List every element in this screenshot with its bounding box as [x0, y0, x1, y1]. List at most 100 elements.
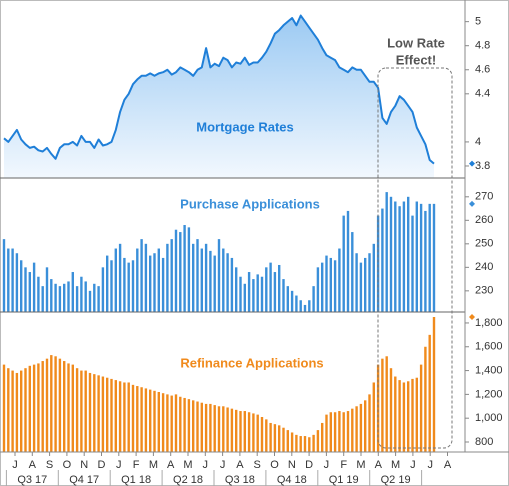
month-label: F	[133, 459, 140, 471]
bar	[93, 283, 96, 312]
month-label: N	[288, 459, 296, 471]
quarter-label: Q2 18	[173, 474, 203, 486]
bar	[265, 419, 268, 452]
bar	[230, 408, 234, 452]
bar	[411, 378, 414, 452]
bar	[114, 248, 117, 312]
bar	[351, 232, 354, 312]
bar	[419, 203, 423, 312]
area-fill	[4, 15, 434, 178]
bar	[419, 364, 423, 452]
bar	[372, 243, 375, 312]
bar	[385, 356, 388, 452]
bar	[381, 208, 384, 312]
month-label: O	[270, 459, 279, 471]
bar	[295, 434, 298, 452]
bar	[346, 411, 350, 452]
last-value-marker	[469, 314, 475, 320]
bar	[415, 201, 418, 312]
bar	[372, 382, 375, 452]
y-tick-label: 1,200	[475, 388, 503, 400]
month-label: O	[63, 459, 72, 471]
bar	[286, 286, 289, 312]
bar	[204, 403, 208, 452]
bar	[114, 380, 117, 452]
bar	[75, 368, 79, 452]
bar	[166, 394, 169, 452]
month-label: D	[98, 459, 106, 471]
bar	[131, 260, 135, 312]
bar	[88, 290, 92, 312]
bar	[278, 425, 281, 452]
bar	[364, 400, 367, 452]
bar	[149, 389, 152, 452]
bar	[144, 388, 148, 452]
bar	[54, 283, 57, 312]
last-value-marker	[469, 160, 475, 167]
bar	[24, 267, 27, 312]
bar	[381, 358, 384, 452]
bar	[110, 378, 113, 452]
bar	[368, 394, 371, 452]
bar	[131, 384, 135, 452]
bar	[368, 253, 371, 312]
bar	[140, 387, 143, 452]
bar	[161, 257, 165, 312]
y-tick-label: 800	[475, 436, 493, 448]
bar	[136, 386, 139, 452]
bar	[118, 381, 122, 452]
quarter-label: Q2 19	[381, 474, 411, 486]
panel-title: Mortgage Rates	[196, 119, 294, 134]
rate-line	[3, 14, 435, 165]
bar	[50, 355, 53, 452]
month-label: S	[254, 459, 261, 471]
bar	[28, 365, 31, 452]
bar	[58, 358, 62, 452]
bar	[402, 382, 406, 452]
bar	[394, 376, 397, 452]
bar	[247, 272, 251, 312]
quarter-label: Q4 17	[69, 474, 99, 486]
bar	[243, 411, 246, 452]
bar	[325, 255, 328, 312]
bar	[346, 210, 350, 312]
bar	[153, 390, 156, 452]
bar	[278, 264, 281, 312]
bar	[217, 406, 221, 452]
quarter-label: Q4 18	[277, 474, 307, 486]
bar	[342, 412, 345, 452]
bar	[80, 370, 83, 452]
bar	[295, 295, 298, 312]
bar	[80, 276, 83, 312]
month-label: A	[167, 459, 175, 471]
bar	[321, 262, 324, 312]
bar	[243, 283, 246, 312]
month-label: M	[356, 459, 365, 471]
bar	[144, 243, 148, 312]
quarter-label: Q3 17	[17, 474, 47, 486]
bar	[161, 393, 165, 452]
bar	[37, 276, 40, 312]
bar	[338, 248, 341, 312]
bar	[355, 406, 358, 452]
bar	[269, 422, 272, 452]
bar	[58, 286, 62, 312]
bar	[432, 203, 436, 312]
bar	[398, 206, 401, 312]
bar	[136, 248, 139, 312]
y-tick-label: 1,800	[475, 317, 503, 329]
panel-title: Refinance Applications	[180, 355, 323, 370]
bar	[338, 411, 341, 452]
bar	[63, 283, 66, 312]
bar	[269, 262, 272, 312]
bar	[273, 424, 277, 452]
bar	[149, 255, 152, 312]
y-tick-label: 4.8	[475, 40, 490, 52]
month-label: A	[375, 459, 383, 471]
bar	[299, 436, 302, 452]
bar	[170, 239, 173, 312]
annotation-text: Low Rate	[387, 35, 445, 50]
month-label: N	[80, 459, 88, 471]
y-tick-label: 1,600	[475, 341, 503, 353]
